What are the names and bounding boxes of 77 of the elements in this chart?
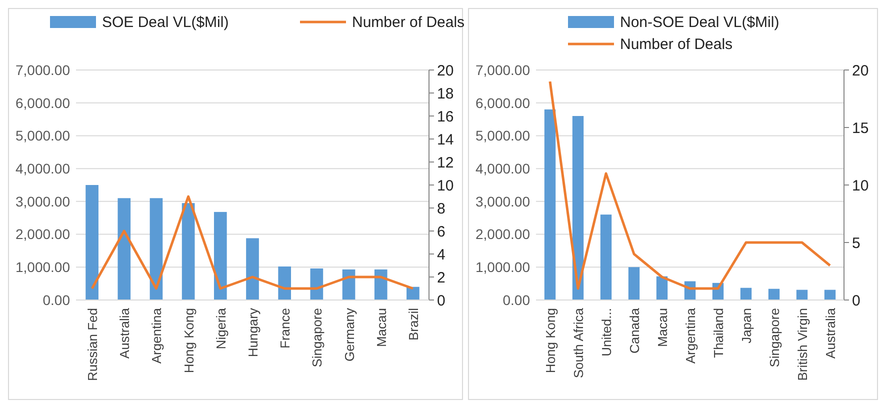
x-tick-label: Russian Fed: [85, 308, 100, 381]
y-tick-label: 1,000.00: [476, 259, 530, 276]
line-series: [548, 80, 832, 290]
bar: [214, 212, 227, 300]
y2-tick-label: 16: [437, 108, 454, 126]
bar: [406, 286, 420, 300]
legend-label: SOE Deal VL($Mil): [102, 14, 229, 31]
x-tick-label: British Virgin: [795, 308, 810, 381]
y2-tick-label: 18: [437, 85, 454, 102]
bar: [118, 198, 131, 300]
legend-label: Number of Deals: [620, 36, 733, 53]
y-tick-label: 3,000.00: [16, 193, 70, 210]
y-tick-label: 5,000.00: [16, 128, 70, 144]
y-tick-label: 4,000.00: [16, 160, 70, 176]
x-tick-label: Australia: [823, 307, 838, 359]
legend-label: Non-SOE Deal VL($Mil): [620, 14, 780, 31]
legend-label: Number of Deals: [352, 14, 465, 31]
bar: [572, 116, 584, 300]
x-tick-label: Hungary: [246, 308, 260, 358]
x-tick-label: Japan: [739, 308, 754, 344]
y-tick-label: 7,000.00: [16, 62, 70, 78]
y2-tick-label: 10: [437, 177, 454, 194]
bar: [628, 267, 640, 300]
bar: [150, 198, 163, 300]
y2-tick-label: 20: [852, 62, 869, 80]
x-tick-label: Thailand: [711, 308, 726, 358]
x-tick-label: South Africa: [571, 307, 586, 378]
x-tick-label: Argentina: [149, 307, 164, 364]
x-tick-label: Singapore: [310, 308, 325, 368]
y-tick-label: 0.00: [502, 292, 530, 308]
line-series: [90, 195, 414, 290]
y2-tick-label: 14: [437, 131, 454, 148]
x-tick-label: Australia: [117, 307, 132, 359]
x-tick-label: Argentina: [683, 307, 698, 364]
x-tick-label: Singapore: [767, 308, 782, 368]
y2-tick-label: 8: [437, 200, 446, 218]
y-tick-label: 6,000.00: [476, 94, 530, 111]
bar: [278, 266, 292, 300]
x-tick-label: Brazil: [406, 308, 421, 341]
y2-tick-label: 2: [437, 269, 446, 286]
y-tick-label: 3,000.00: [476, 193, 530, 210]
bar: [824, 290, 836, 300]
y2-tick-label: 5: [852, 234, 860, 252]
y2-tick-label: 20: [437, 62, 454, 80]
x-tick-label: Hong Kong: [543, 308, 558, 374]
x-tick-label: Macau: [374, 308, 389, 348]
y-tick-label: 2,000.00: [16, 226, 70, 242]
x-tick-label: France: [278, 308, 293, 348]
bar: [246, 238, 259, 300]
y-tick-label: 4,000.00: [476, 160, 530, 176]
x-tick-label: United...: [599, 308, 614, 356]
y-tick-label: 0.00: [42, 292, 70, 308]
y2-tick-label: 10: [852, 177, 869, 194]
bar: [600, 214, 612, 300]
y2-tick-label: 12: [437, 154, 454, 172]
y-tick-label: 7,000.00: [476, 62, 530, 78]
x-tick-label: Canada: [627, 307, 642, 354]
bar: [182, 203, 195, 300]
y2-tick-label: 0: [852, 292, 860, 310]
x-tick-label: Nigeria: [213, 307, 228, 350]
x-tick-label: Macau: [655, 308, 670, 348]
x-tick-label: Germany: [342, 308, 357, 362]
y-tick-label: 5,000.00: [476, 128, 530, 144]
bar: [86, 185, 98, 300]
x-tick-label: Hong Kong: [181, 308, 196, 374]
y-tick-label: 6,000.00: [16, 94, 70, 111]
bar: [544, 109, 556, 300]
y-tick-label: 2,000.00: [476, 226, 530, 242]
y2-tick-label: 0: [437, 292, 446, 310]
y-tick-label: 1,000.00: [16, 259, 70, 276]
y2-tick-label: 4: [437, 246, 446, 264]
bar: [768, 288, 780, 300]
y2-tick-label: 6: [437, 223, 446, 240]
y2-tick-label: 15: [852, 120, 869, 137]
bar: [796, 290, 808, 300]
bar: [374, 269, 388, 300]
bar: [740, 288, 752, 300]
